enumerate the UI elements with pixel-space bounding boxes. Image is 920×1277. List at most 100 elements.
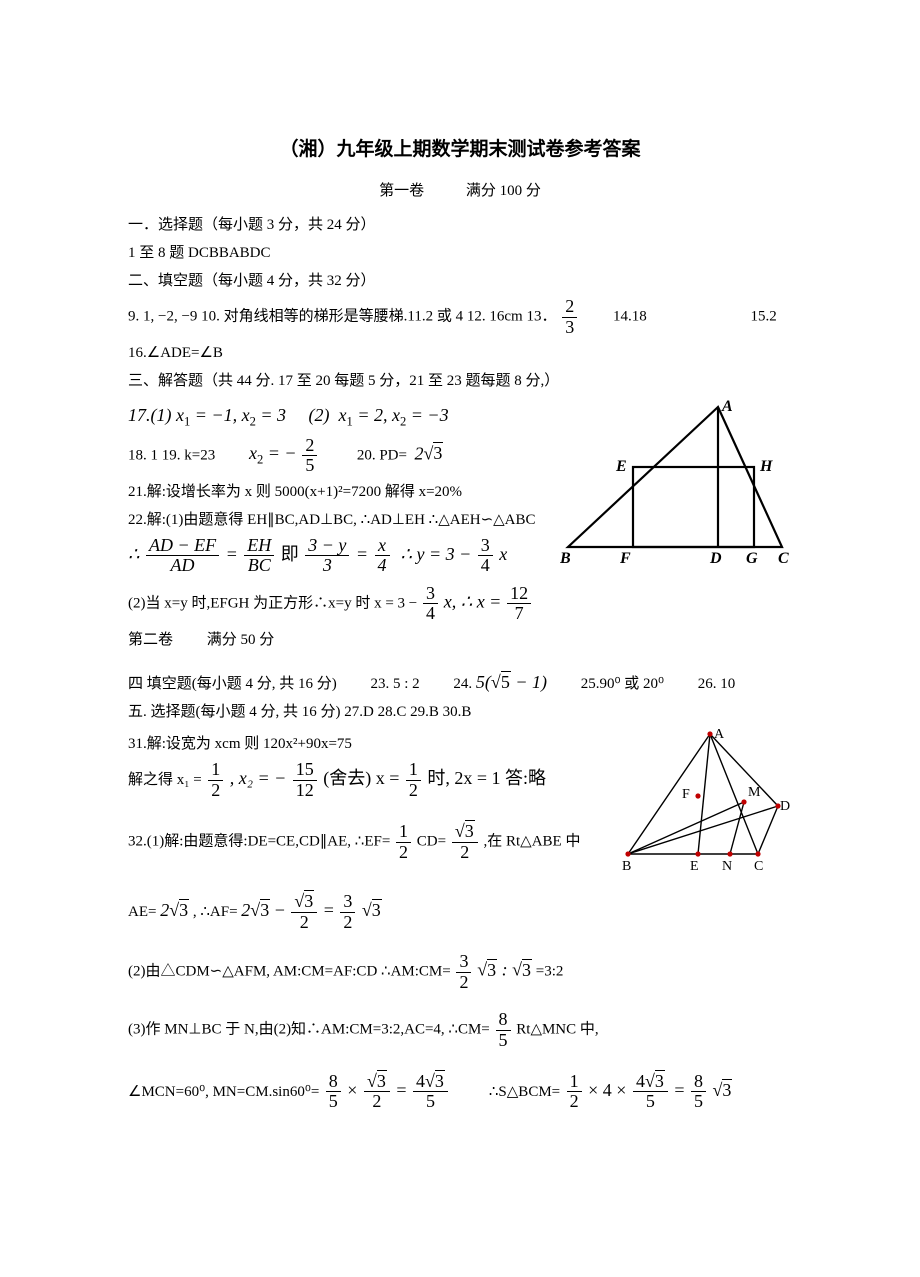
- f-num: 3 − y: [305, 536, 349, 556]
- q22b-mid: x, ∴ x =: [444, 591, 502, 611]
- f-den: 12: [293, 781, 317, 800]
- a25: 25.90⁰ 或 20⁰: [581, 676, 664, 692]
- svg-text:D: D: [709, 550, 722, 567]
- q31-m1: , x₂ = −: [230, 768, 287, 788]
- ji: 即: [281, 544, 299, 564]
- q32-l5-mid: ∴S△BCM=: [489, 1084, 560, 1100]
- q32-l4-pre: (3)作 MN⊥BC 于 N,由(2)知∴AM:CM=3:2,AC=4, ∴CM…: [128, 1022, 490, 1038]
- q32-l1-mid: CD=: [417, 834, 446, 850]
- f-num: 1: [396, 822, 411, 842]
- doc-title: （湘）九年级上期数学期末测试卷参考答案: [128, 135, 792, 165]
- f-num: 2: [562, 297, 577, 317]
- f-den: 5: [326, 1092, 341, 1111]
- svg-text:B: B: [560, 550, 571, 567]
- f-den: 4: [478, 556, 493, 575]
- f-den: 2: [396, 843, 411, 862]
- f-num: EH: [244, 536, 274, 556]
- f-den: 5: [496, 1031, 511, 1050]
- sec2-row1-end: 15.2: [750, 309, 776, 325]
- f-den: 4: [375, 556, 390, 575]
- q18-20: 18. 1 19. k=23 x2 = − 25 20. PD= 2√3: [128, 436, 544, 476]
- f-den: 2: [567, 1092, 582, 1111]
- eq: =: [324, 900, 334, 920]
- f-num: 1: [567, 1072, 582, 1092]
- q17: 17.(1) x1 = −1, x2 = 3 (2) x1 = 2, x2 = …: [128, 401, 544, 432]
- q32-l1: 32.(1)解:由题意得:DE=CE,CD∥AE, ∴EF= 12 CD= √3…: [128, 822, 606, 862]
- svg-text:C: C: [778, 550, 789, 567]
- svg-text:A: A: [714, 728, 725, 742]
- f-num: 2: [302, 436, 317, 456]
- q21: 21.解:设增长率为 x 则 5000(x+1)²=7200 解得 x=20%: [128, 480, 544, 504]
- part2-left: 第二卷: [128, 632, 173, 648]
- q31-m2: (舍去) x =: [323, 768, 399, 788]
- q32-l1-post: ,在 Rt△ABE 中: [483, 834, 580, 850]
- f-num: 8: [691, 1072, 706, 1092]
- f-den: 2: [406, 781, 421, 800]
- f-den: 5: [302, 456, 317, 475]
- sec1-heading: 一．选择题（每小题 3 分，共 24 分）: [128, 213, 792, 237]
- eq1: =: [396, 1080, 406, 1100]
- svg-text:B: B: [622, 859, 631, 874]
- q18-20-pre: 18. 1 19. k=23: [128, 447, 215, 463]
- f-den: 3: [562, 318, 577, 337]
- sec2-row1-pre: 9. 1, −2, −9 10. 对角线相等的梯形是等腰梯.11.2 或 4 1…: [128, 309, 556, 325]
- sec4-heading: 四 填空题(每小题 4 分, 共 16 分): [128, 676, 337, 692]
- svg-text:E: E: [615, 458, 627, 475]
- f-num: 12: [507, 584, 531, 604]
- f-den: 7: [507, 604, 531, 623]
- m2: × 4 ×: [588, 1080, 626, 1100]
- f-num: 3: [456, 952, 471, 972]
- q32-l2: AE= 2√3 , ∴AF= 2√3 − √32 = 32 √3: [128, 892, 792, 932]
- f-num: 1: [406, 760, 421, 780]
- svg-text:M: M: [748, 785, 761, 800]
- f-num: 15: [293, 760, 317, 780]
- q32-l3-pre: (2)由△CDM∽△AFM, AM:CM=AF:CD ∴AM:CM=: [128, 964, 451, 980]
- sec2-row1-mid: 14.18: [613, 309, 647, 325]
- f-num: AD − EF: [146, 536, 219, 556]
- q32-l4: (3)作 MN⊥BC 于 N,由(2)知∴AM:CM=3:2,AC=4, ∴CM…: [128, 1010, 792, 1050]
- svg-text:H: H: [759, 458, 773, 475]
- svg-text:G: G: [746, 550, 758, 567]
- q32-l5: ∠MCN=60⁰, MN=CM.sin60⁰= 85 × √32 = 4√35 …: [128, 1072, 792, 1112]
- q31-pre: 解之得 x₁ =: [128, 772, 202, 788]
- svg-text:D: D: [780, 799, 790, 814]
- part1-left: 第一卷: [379, 183, 424, 199]
- sec2-row1: 9. 1, −2, −9 10. 对角线相等的梯形是等腰梯.11.2 或 4 1…: [128, 297, 792, 337]
- endx: x: [499, 544, 507, 564]
- f-num: 1: [208, 760, 223, 780]
- sec2-heading: 二、填空题（每小题 4 分，共 32 分）: [128, 269, 792, 293]
- part1-right: 满分 100 分: [466, 183, 541, 199]
- q32-l4-post: Rt△MNC 中,: [516, 1022, 598, 1038]
- f-num: 8: [496, 1010, 511, 1030]
- q32-l5-pre: ∠MCN=60⁰, MN=CM.sin60⁰=: [128, 1084, 319, 1100]
- sec3-heading: 三、解答题（共 44 分. 17 至 20 每题 5 分，21 至 23 题每题…: [128, 369, 792, 393]
- f-den: AD: [146, 556, 219, 575]
- part2-right: 满分 50 分: [207, 632, 275, 648]
- f-den: 2: [456, 973, 471, 992]
- f-num: 3: [478, 536, 493, 556]
- svg-text:A: A: [721, 398, 733, 415]
- q31-m3: 时, 2x = 1 答:略: [427, 768, 546, 788]
- figure-triangle-rect: A B C D E H F G: [560, 397, 792, 569]
- f-num: x: [375, 536, 390, 556]
- svg-text:N: N: [722, 859, 732, 874]
- x1: ×: [347, 1080, 357, 1100]
- a26: 26. 10: [698, 676, 736, 692]
- sec5: 五. 选择题(每小题 4 分, 共 16 分) 27.D 28.C 29.B 3…: [128, 700, 792, 724]
- sec1-answers: 1 至 8 题 DCBBABDC: [128, 241, 792, 265]
- q22a: 22.解:(1)由题意得 EH∥BC,AD⊥BC, ∴AD⊥EH ∴△AEH∽△…: [128, 508, 544, 532]
- f-den: 3: [305, 556, 349, 575]
- svg-text:C: C: [754, 859, 763, 874]
- f-den: 5: [691, 1092, 706, 1111]
- q22b-pre: (2)当 x=y 时,EFGH 为正方形∴x=y 时 x = 3 −: [128, 595, 417, 611]
- q22b: (2)当 x=y 时,EFGH 为正方形∴x=y 时 x = 3 − 34 x,…: [128, 584, 792, 624]
- part1-header: 第一卷 满分 100 分: [128, 179, 792, 203]
- figure-triangle-network: AB CE NF MD: [622, 728, 792, 876]
- q32-l3: (2)由△CDM∽△AFM, AM:CM=AF:CD ∴AM:CM= 32 √3…: [128, 952, 792, 992]
- part2-header: 第二卷 满分 50 分: [128, 628, 792, 652]
- f-den: 2: [340, 913, 355, 932]
- f-den: 4: [423, 604, 438, 623]
- f-den: 2: [208, 781, 223, 800]
- svg-text:F: F: [682, 787, 690, 802]
- q22-eq: ∴ AD − EFAD = EHBC 即 3 − y3 = x4 ∴ y = 3…: [128, 536, 544, 576]
